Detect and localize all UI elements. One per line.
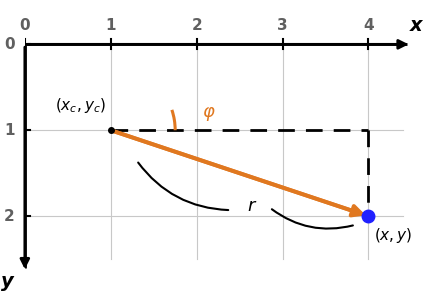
Text: 0: 0 — [4, 37, 15, 52]
Text: $(x, y)$: $(x, y)$ — [374, 226, 413, 245]
Text: $(x_c,y_c)$: $(x_c,y_c)$ — [55, 96, 107, 115]
Text: y: y — [1, 272, 14, 291]
Text: $r$: $r$ — [247, 197, 258, 215]
Text: 2: 2 — [191, 18, 202, 33]
Text: 2: 2 — [4, 209, 15, 224]
Text: 1: 1 — [4, 123, 15, 138]
Text: x: x — [410, 16, 422, 35]
Text: 3: 3 — [277, 18, 288, 33]
Text: 4: 4 — [363, 18, 374, 33]
Text: 1: 1 — [105, 18, 116, 33]
Text: 0: 0 — [20, 18, 30, 33]
Text: $\varphi$: $\varphi$ — [202, 105, 216, 123]
